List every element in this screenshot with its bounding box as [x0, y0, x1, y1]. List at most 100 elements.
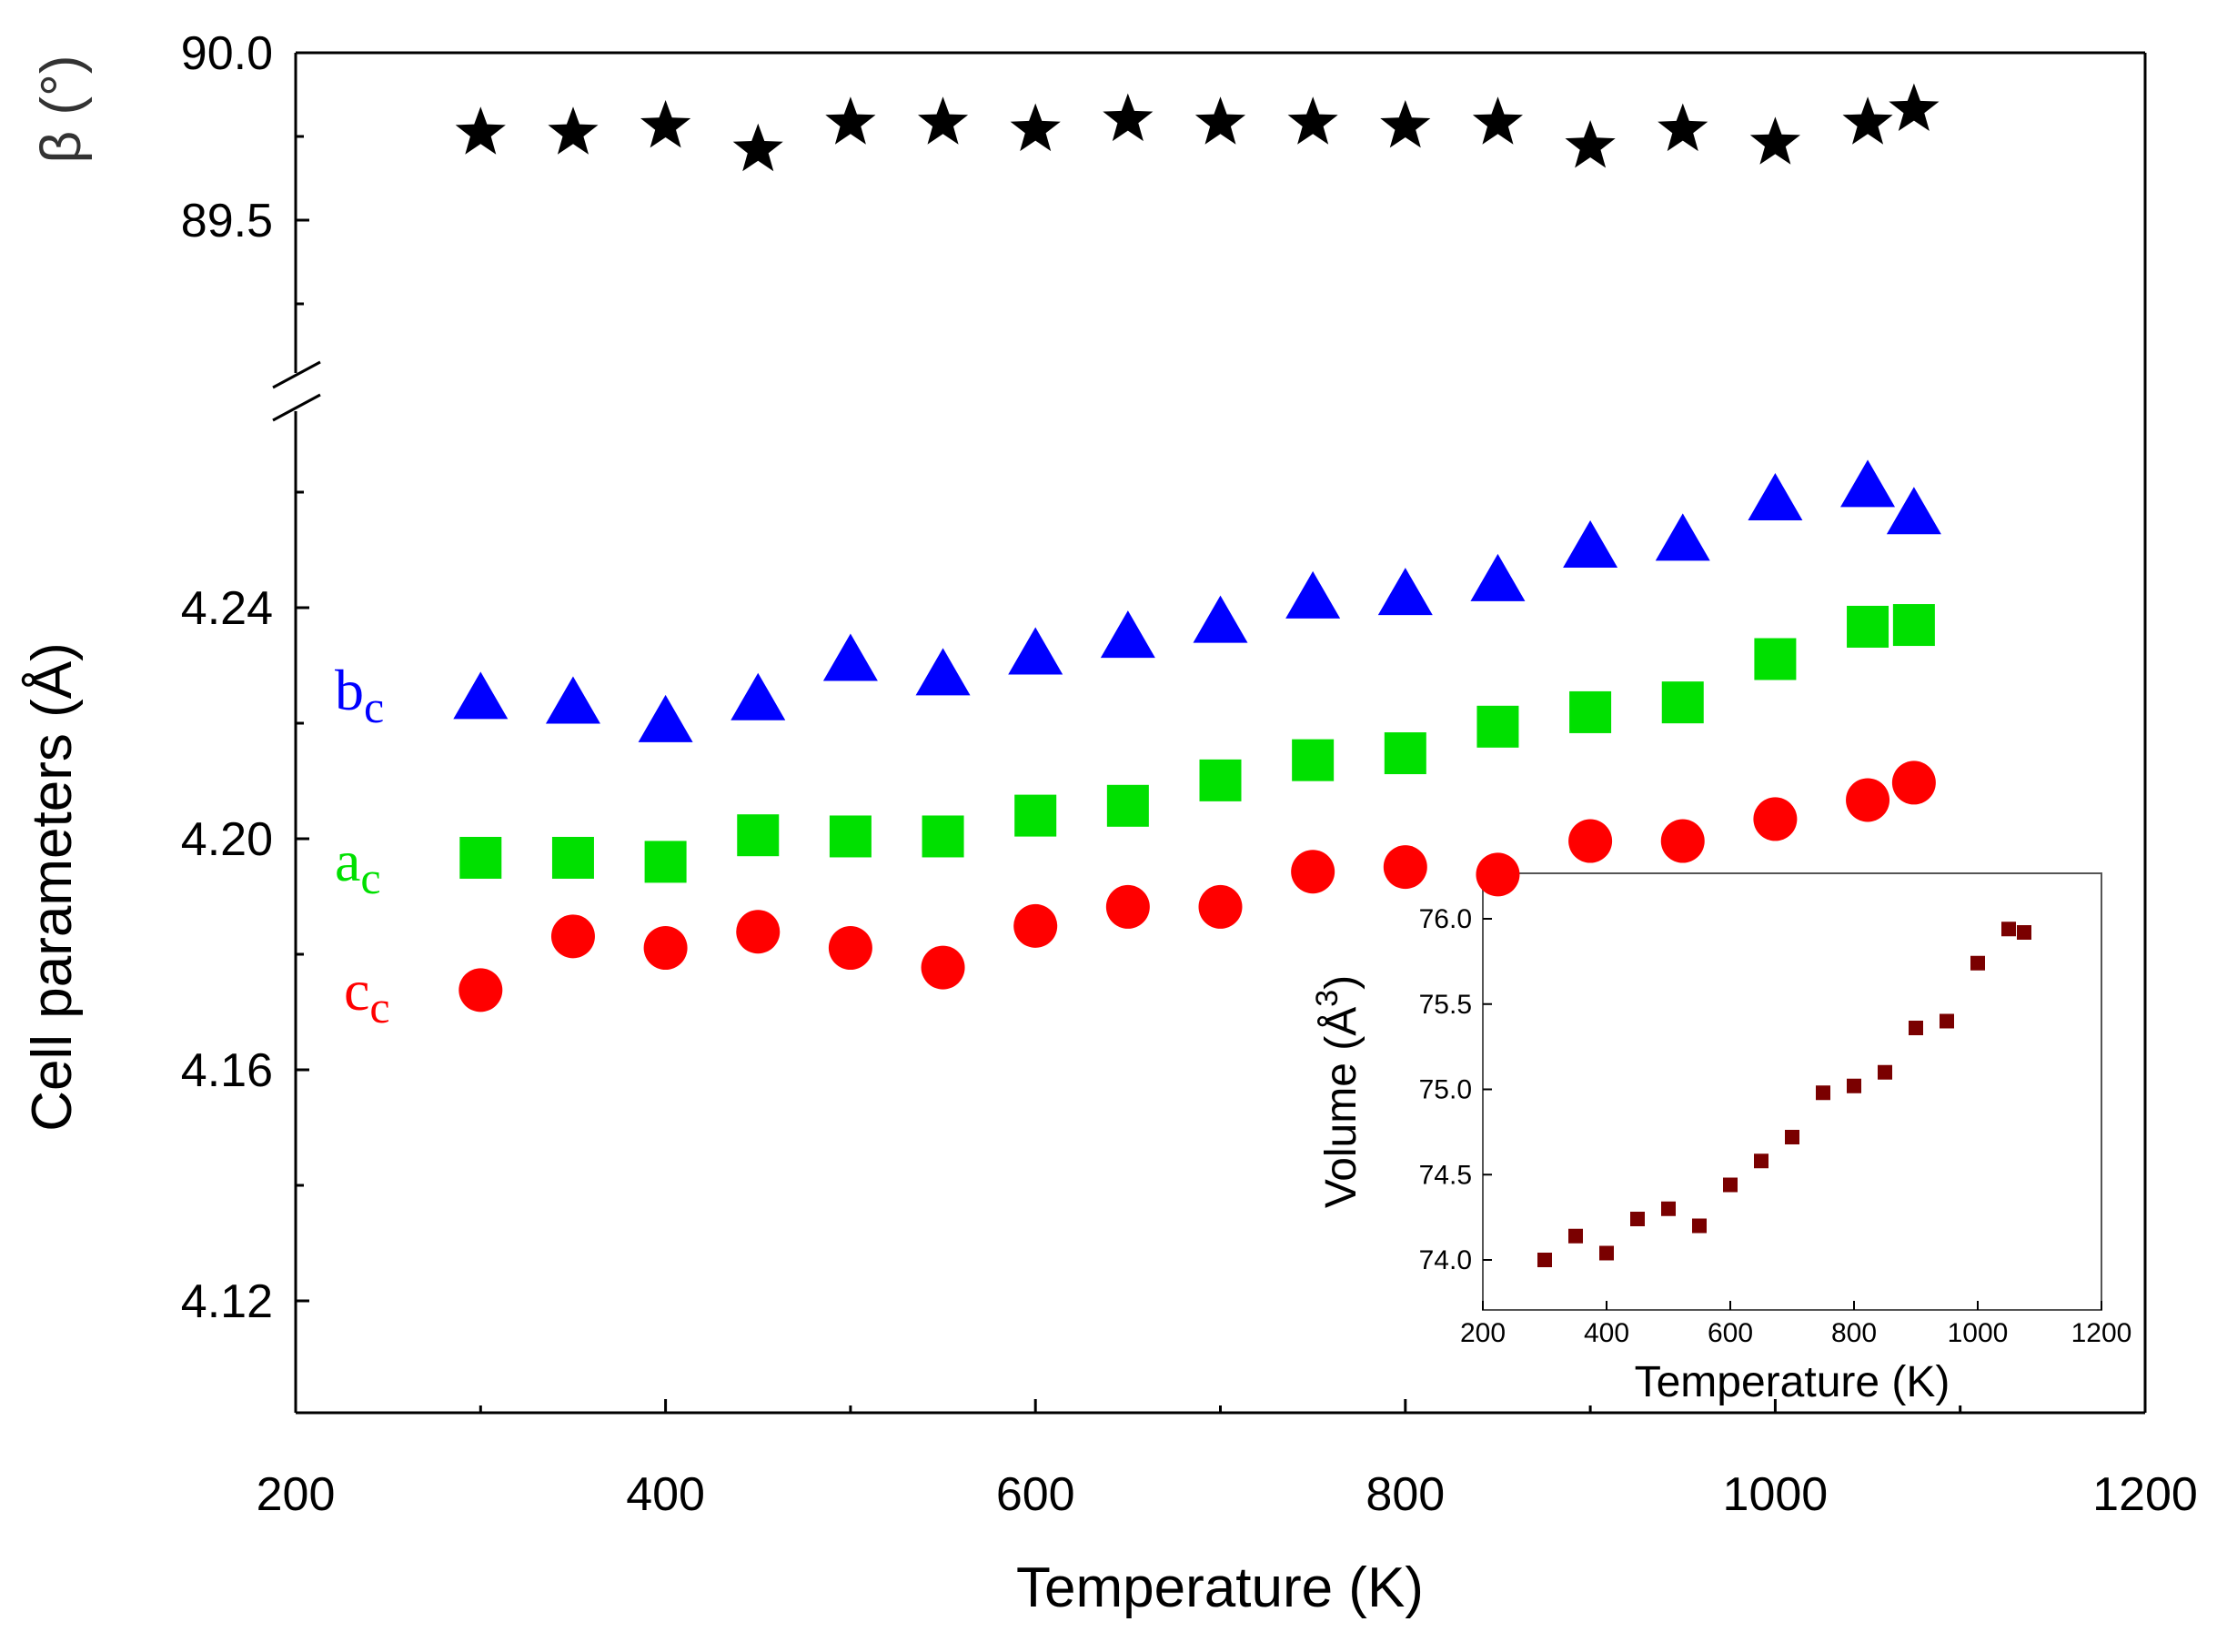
- series-cc-point-500: [828, 926, 872, 971]
- inset-x-tick-label-1200: 1200: [2071, 1318, 2132, 1348]
- series-cc-point-400: [643, 926, 688, 971]
- cell-y-tick-label-4.20: 4.20: [181, 813, 273, 866]
- inset-volume-point-950: [1940, 1013, 1954, 1029]
- series-cc-point-1000: [1753, 797, 1798, 841]
- series-cc-point-350: [550, 914, 595, 959]
- series-bc-point-300: [453, 671, 509, 720]
- beta-point-700: [1194, 96, 1246, 145]
- axis-break-mark-lower: [272, 393, 321, 422]
- inset-x-tick-label-800: 800: [1831, 1318, 1877, 1348]
- inset-volume-point-1075: [2017, 925, 2031, 940]
- beta-point-650: [1103, 93, 1154, 142]
- beta-point-350: [548, 106, 599, 155]
- inset-y-tick-label-75.0: 75.0: [1419, 1075, 1472, 1105]
- inset-x-tick-label-400: 400: [1584, 1318, 1629, 1348]
- inset-volume-point-300: [1537, 1253, 1552, 1267]
- inset-x-axis-title: Temperature (K): [1635, 1358, 1950, 1406]
- beta-axis-title: β (°): [30, 55, 93, 164]
- beta-point-450: [732, 123, 783, 172]
- x-tick-label-800: 800: [1365, 1468, 1445, 1521]
- cell-y-tick-label-4.12: 4.12: [181, 1275, 273, 1328]
- series-ac-point-800: [1384, 732, 1426, 775]
- series-cc-point-950: [1660, 819, 1705, 863]
- series-ac-point-1000: [1754, 638, 1797, 680]
- beta-y-tick-label-90.0: 90.0: [181, 27, 273, 80]
- inset-volume-point-700: [1785, 1130, 1799, 1144]
- static-layer: Temperature (K) β (°) Cell parameters (Å…: [21, 51, 2147, 1619]
- inset-volume-point-500: [1661, 1201, 1676, 1216]
- inset-volume-point-350: [1568, 1228, 1583, 1244]
- beta-point-800: [1380, 100, 1431, 148]
- series-cc-point-900: [1568, 819, 1613, 863]
- series-ac-point-600: [1014, 794, 1057, 837]
- series-bc-point-1050: [1840, 459, 1896, 508]
- series-ac-point-950: [1661, 681, 1704, 724]
- series-ac-point-400: [644, 841, 687, 883]
- inset-volume-point-650: [1754, 1153, 1768, 1169]
- x-tick-label-400: 400: [626, 1468, 705, 1521]
- inset-x-tick-label-600: 600: [1708, 1318, 1753, 1348]
- beta-point-300: [455, 106, 506, 155]
- axis-break-mark-upper: [272, 360, 321, 389]
- series-cc-point-700: [1198, 884, 1243, 929]
- beta-point-850: [1472, 96, 1523, 145]
- series-label-bc-subscript: c: [364, 681, 384, 732]
- series-label-bc: bc: [335, 658, 384, 732]
- series-bc-point-850: [1470, 553, 1526, 601]
- series-label-ac-subscript: c: [360, 852, 380, 903]
- series-ac-point-350: [551, 836, 594, 879]
- inset-volume-point-1000: [1970, 955, 1985, 971]
- x-tick-label-1000: 1000: [1723, 1468, 1829, 1521]
- series-cc-point-450: [736, 910, 781, 954]
- series-label-ac-name: a: [335, 829, 360, 893]
- inset-volume-point-1050: [2001, 922, 2016, 937]
- series-bc-point-600: [1008, 627, 1063, 675]
- inset-plot-frame: [1482, 872, 2102, 1311]
- series-cc-point-1050: [1846, 778, 1890, 822]
- series-cc-point-300: [458, 968, 503, 1012]
- inset-volume-point-750: [1816, 1085, 1830, 1101]
- inset-x-tick-label-200: 200: [1460, 1318, 1506, 1348]
- inset-volume-point-850: [1878, 1064, 1892, 1080]
- series-label-cc-subscript: c: [369, 982, 389, 1032]
- series-bc-point-700: [1193, 595, 1248, 643]
- series-ac-point-750: [1292, 739, 1335, 781]
- series-cc-point-750: [1291, 850, 1335, 894]
- series-bc-point-1000: [1748, 472, 1803, 520]
- inset-y-tick-label-74.0: 74.0: [1419, 1245, 1472, 1275]
- beta-point-1050: [1842, 96, 1893, 145]
- beta-point-1075: [1889, 83, 1940, 131]
- series-ac-point-650: [1106, 784, 1149, 827]
- series-ac-point-550: [922, 815, 964, 858]
- inset-y-axis-title-text: Volume (Å: [1317, 1007, 1365, 1208]
- cell-parameters-axis-title: Cell parameters (Å): [21, 642, 84, 1131]
- inset-y-tick-label-74.5: 74.5: [1419, 1160, 1472, 1190]
- inset-volume-point-900: [1909, 1021, 1923, 1035]
- series-bc-point-400: [638, 694, 693, 742]
- series-ac-point-300: [459, 836, 502, 879]
- inset-volume-point-400: [1599, 1245, 1614, 1261]
- series-bc-point-350: [545, 676, 600, 724]
- inset-y-tick-label-75.5: 75.5: [1419, 990, 1472, 1020]
- series-cc-point-600: [1013, 903, 1058, 948]
- inset-volume-point-550: [1692, 1218, 1707, 1234]
- series-bc-point-500: [822, 633, 878, 681]
- series-label-bc-name: b: [335, 658, 364, 722]
- inset-y-axis-title: Volume (Å3): [1310, 975, 1365, 1208]
- beta-point-900: [1565, 120, 1616, 168]
- series-ac-point-450: [737, 814, 780, 857]
- inset-y-axis-title-superscript: 3: [1310, 990, 1345, 1007]
- beta-point-950: [1658, 103, 1708, 152]
- beta-point-550: [918, 96, 969, 145]
- series-cc-point-550: [921, 945, 965, 990]
- series-cc-point-1075: [1891, 761, 1936, 805]
- cell-y-tick-label-4.16: 4.16: [181, 1044, 273, 1097]
- beta-point-400: [640, 100, 691, 148]
- beta-point-600: [1010, 103, 1061, 152]
- x-tick-label-200: 200: [257, 1468, 336, 1521]
- beta-point-1000: [1749, 116, 1800, 165]
- inset-volume-point-600: [1723, 1177, 1738, 1193]
- inset-y-axis-title-close: ): [1317, 975, 1365, 990]
- series-ac-point-850: [1476, 705, 1519, 748]
